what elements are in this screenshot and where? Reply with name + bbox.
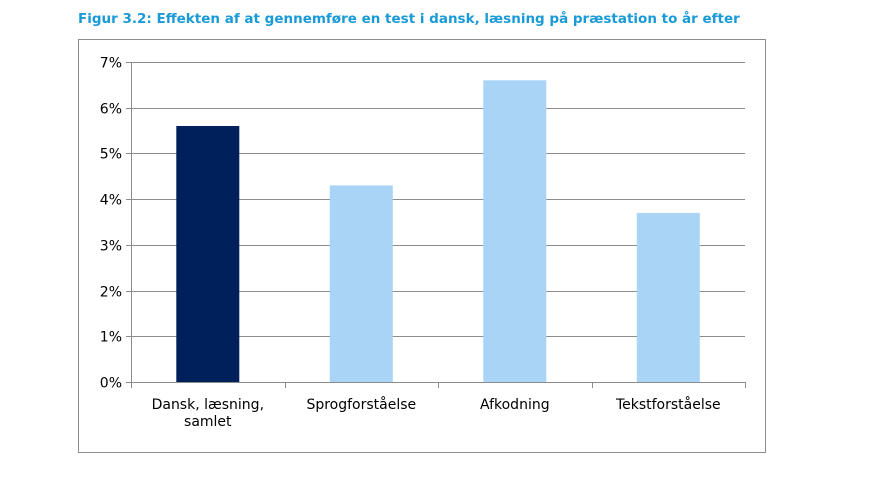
figure-title: Figur 3.2: Effekten af at gennemføre en … (78, 11, 740, 27)
bars (176, 80, 700, 383)
labels: 0% 1% 2% 3% 4% 5% 6% 7% Dansk, læsning,samlet Spr… (100, 56, 721, 431)
y-tick-label: 7% (100, 56, 122, 72)
bar (176, 126, 240, 382)
x-category-label: Afkodning (480, 397, 550, 413)
x-category-label: samlet (184, 414, 232, 430)
x-category-label: Sprogforståelse (306, 396, 416, 413)
y-tick-label: 2% (100, 285, 122, 301)
x-category-label: Dansk, læsning, (152, 397, 264, 413)
y-tick-label: 1% (100, 330, 122, 346)
y-tick-label: 3% (100, 239, 122, 255)
x-category-label: Tekstforståelse (615, 396, 721, 413)
bar (483, 80, 547, 383)
y-tick-label: 4% (100, 193, 122, 209)
y-tick-label: 0% (100, 376, 122, 392)
y-tick-label: 5% (100, 147, 122, 163)
bar (636, 212, 700, 382)
bar (329, 185, 393, 382)
axes (126, 62, 746, 388)
y-tick-label: 6% (100, 102, 122, 118)
